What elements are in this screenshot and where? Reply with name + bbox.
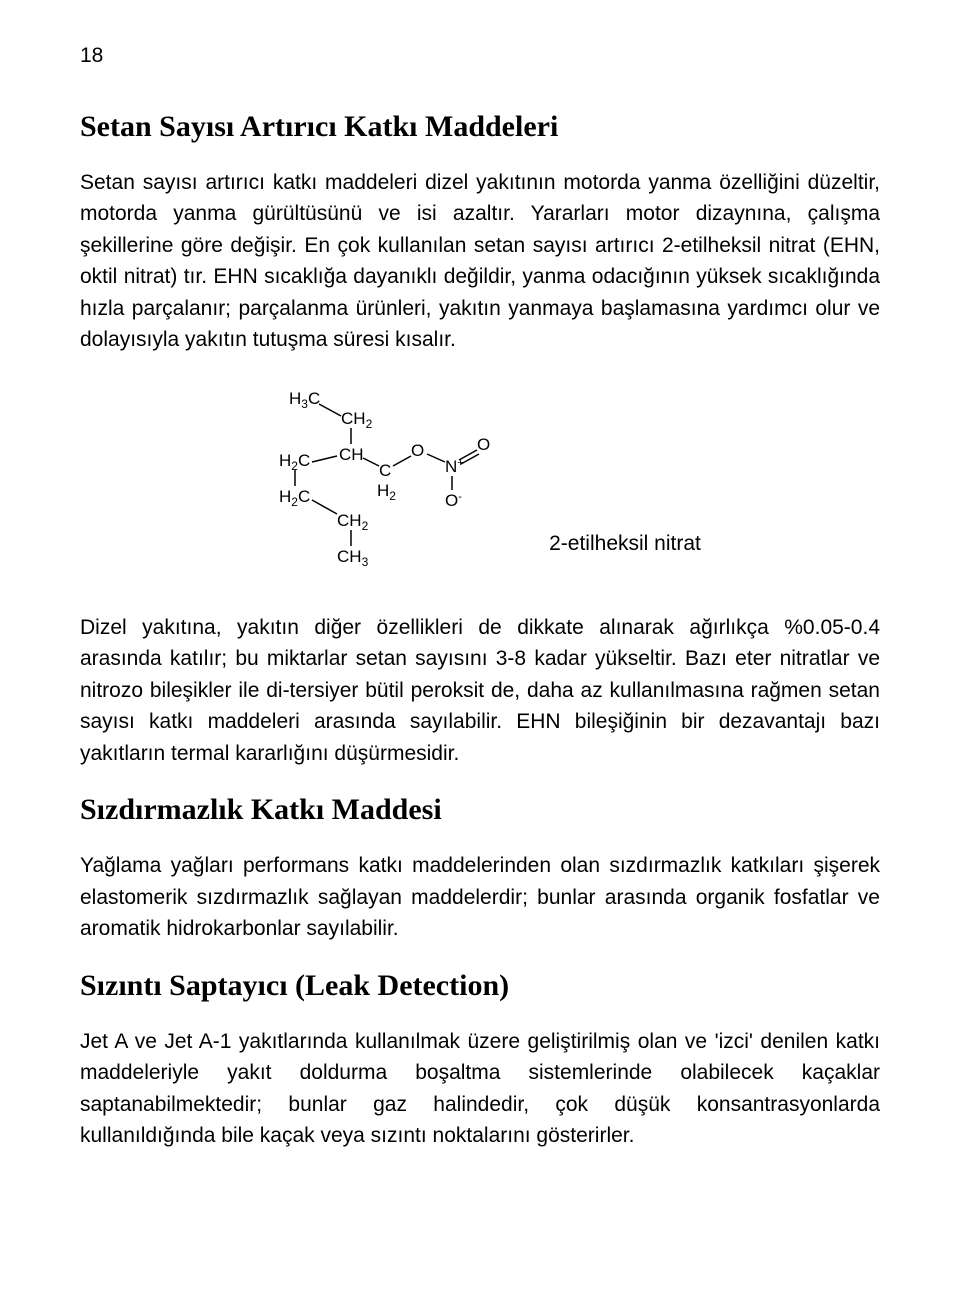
chemical-structure-figure: H3C CH2 CH H2C H2C C O — [80, 384, 880, 584]
section3-para: Jet A ve Jet A-1 yakıtlarında kullanılma… — [80, 1026, 880, 1152]
svg-text:O: O — [477, 435, 490, 454]
page-number: 18 — [80, 40, 880, 72]
section1-para1: Setan sayısı artırıcı katkı maddeleri di… — [80, 167, 880, 356]
svg-text:CH2: CH2 — [337, 511, 369, 533]
chemical-structure-svg: H3C CH2 CH H2C H2C C O — [259, 384, 499, 584]
section-heading-3: Sızıntı Saptayıcı (Leak Detection) — [80, 963, 880, 1008]
svg-text:CH2: CH2 — [341, 409, 373, 431]
section-heading-1: Setan Sayısı Artırıcı Katkı Maddeleri — [80, 104, 880, 149]
svg-text:H3C: H3C — [289, 389, 320, 411]
section1-para2: Dizel yakıtına, yakıtın diğer özellikler… — [80, 612, 880, 770]
svg-text:H2C: H2C — [279, 487, 310, 509]
svg-text:O: O — [411, 441, 424, 460]
svg-text:O-: O- — [445, 491, 462, 510]
section2-para: Yağlama yağları performans katkı maddele… — [80, 850, 880, 945]
chemical-caption: 2-etilheksil nitrat — [549, 528, 701, 560]
svg-text:H2C: H2C — [279, 451, 310, 473]
svg-text:H2: H2 — [377, 481, 396, 503]
svg-text:CH3: CH3 — [337, 547, 369, 569]
section-heading-2: Sızdırmazlık Katkı Maddesi — [80, 787, 880, 832]
svg-text:CH: CH — [339, 445, 364, 464]
svg-text:C: C — [379, 461, 391, 480]
svg-text:N+: N+ — [445, 457, 464, 476]
